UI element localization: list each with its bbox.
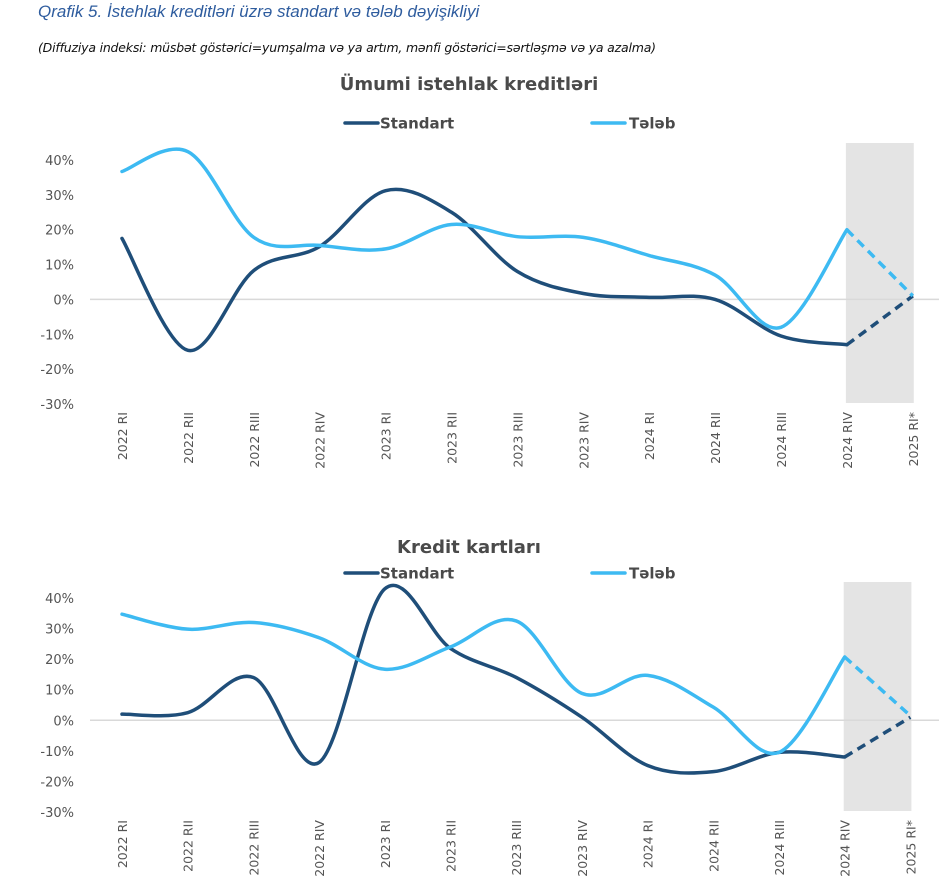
x-tick-label: 2024 RI <box>642 412 657 460</box>
y-tick-label: -10% <box>40 745 74 760</box>
chart-title: Ümumi istehlak kreditləri <box>340 73 599 95</box>
x-tick-label: 2024 RIV <box>840 412 855 469</box>
y-tick-label: -20% <box>40 363 74 378</box>
series-line-teleb <box>120 612 847 756</box>
x-tick-label: 2024 RII <box>708 412 723 464</box>
x-tick-label: 2023 RIII <box>510 412 525 468</box>
legend-teleb-label: Tələb <box>629 565 676 583</box>
series-forecast-line-teleb <box>843 655 912 718</box>
legend-standart-label: Standart <box>380 565 454 583</box>
y-tick-label: 0% <box>53 714 74 729</box>
series-forecast-line-standart <box>843 715 912 759</box>
y-tick-label: 30% <box>45 623 74 638</box>
x-tick-label: 2023 RIV <box>575 820 590 877</box>
x-tick-label: 2023 RII <box>444 820 459 872</box>
y-tick-label: 30% <box>45 189 74 204</box>
series-line-teleb <box>120 147 849 330</box>
x-tick-label: 2024 RIV <box>838 820 853 877</box>
series-line-standart <box>120 583 847 775</box>
x-tick-label: 2023 RI <box>378 820 393 868</box>
x-tick-label: 2023 RIII <box>509 820 524 876</box>
x-tick-label: 2022 RI <box>115 820 130 868</box>
y-tick-label: -20% <box>40 775 74 790</box>
y-tick-label: -10% <box>40 328 74 343</box>
x-tick-label: 2022 RIV <box>313 412 328 469</box>
chart-title: Kredit kartları <box>397 537 541 558</box>
legend-standart-label: Standart <box>380 115 454 133</box>
x-tick-label: 2022 RI <box>115 412 130 460</box>
y-tick-label: 40% <box>45 592 74 607</box>
figure-title: Qrafik 5. İstehlak kreditləri üzrə stand… <box>38 2 480 21</box>
y-tick-label: 10% <box>45 684 74 699</box>
x-tick-label: 2022 RII <box>181 412 196 464</box>
chart-credit-cards: Kredit kartları Standart Tələb 40% 30% 20% 10%… <box>0 520 939 887</box>
x-tick-label: 2023 RI <box>379 412 394 460</box>
y-tick-label: 40% <box>45 154 74 169</box>
chart-credit-cards-svg: Kredit kartları Standart Tələb 40% 30% 20% 10%… <box>40 537 939 877</box>
x-tick-label: 2022 RIII <box>246 820 261 876</box>
series-forecast-line-teleb <box>845 228 915 298</box>
figure-subtitle: (Diffuziya indeksi: müsbət göstərici=yum… <box>38 40 656 55</box>
x-tick-label: 2022 RII <box>181 820 196 872</box>
y-tick-label: 10% <box>45 259 74 274</box>
y-tick-label: 20% <box>45 653 74 668</box>
y-tick-label: 0% <box>53 293 74 308</box>
x-tick-label: 2023 RIV <box>576 412 591 469</box>
chart-consumer-loans: Ümumi istehlak kreditləri Standart Tələb 40… <box>0 60 939 480</box>
x-tick-label: 2023 RII <box>445 412 460 464</box>
x-tick-label: 2024 RIII <box>774 412 789 468</box>
forecast-shaded-region <box>843 582 912 811</box>
legend-teleb-label: Tələb <box>629 115 676 133</box>
forecast-shaded-region <box>845 143 914 403</box>
x-tick-label: 2025 RI* <box>903 820 918 874</box>
chart-consumer-loans-svg: Ümumi istehlak kreditləri Standart Tələb 40… <box>40 73 939 469</box>
series-forecast-line-standart <box>845 294 914 347</box>
x-tick-label: 2022 RIV <box>312 820 327 877</box>
x-tick-label: 2022 RIII <box>247 412 262 468</box>
x-tick-label: 2025 RI* <box>906 412 921 466</box>
x-tick-label: 2024 RI <box>641 820 656 868</box>
y-tick-label: -30% <box>40 806 74 821</box>
y-tick-label: -30% <box>40 398 74 413</box>
x-tick-label: 2024 RIII <box>772 820 787 876</box>
series-line-standart <box>120 187 849 353</box>
y-tick-label: 20% <box>45 224 74 239</box>
x-tick-label: 2024 RII <box>706 820 721 872</box>
